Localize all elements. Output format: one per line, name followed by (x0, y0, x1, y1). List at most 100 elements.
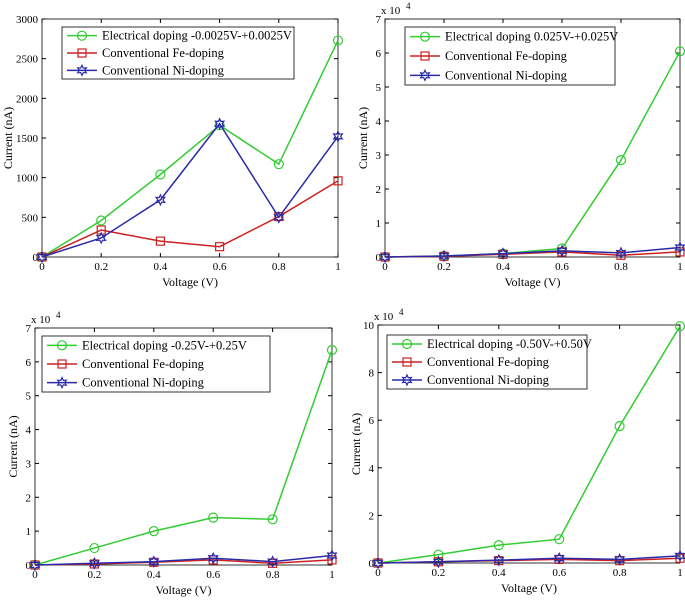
marker (148, 526, 159, 537)
x-axis-label: Voltage (V) (155, 583, 211, 597)
y-multiplier: x 10 (374, 311, 394, 323)
marker (76, 30, 88, 41)
legend-label: Electrical doping -0.25V-+0.25V (82, 338, 247, 352)
marker (207, 551, 219, 565)
marker (493, 540, 504, 551)
marker (497, 247, 509, 261)
y-tick-label: 0 (26, 560, 32, 572)
marker (332, 35, 344, 46)
marker (273, 210, 285, 224)
legend-label: Conventional Fe-doping (427, 355, 550, 369)
y-multiplier: x 10 (381, 5, 401, 17)
y-tick-label: 7 (26, 323, 32, 335)
marker (333, 176, 343, 186)
y-axis-label: Current (nA) (349, 413, 363, 475)
y-tick-label: 5 (26, 391, 32, 403)
legend-box (61, 26, 295, 80)
x-tick-label: 1 (677, 567, 683, 579)
x-tick-label: 0 (375, 567, 381, 579)
legend-box (41, 335, 271, 393)
legend-label: Conventional Ni-doping (82, 376, 205, 390)
legend: Electrical doping 0.025V-+0.025V Conventi… (404, 26, 618, 86)
legend-label: Electrical doping 0.025V-+0.025V (445, 30, 618, 44)
marker (273, 159, 284, 170)
marker (332, 130, 344, 143)
x-tick-label: 0.6 (206, 569, 220, 581)
y-tick-label: 2 (376, 184, 382, 196)
marker (420, 51, 430, 61)
y-tick-label: 500 (22, 212, 39, 224)
y-tick-label: 5 (376, 82, 382, 94)
marker (88, 556, 100, 570)
marker (401, 338, 413, 350)
marker (214, 117, 226, 131)
y-tick-label: 0 (33, 252, 39, 264)
x-tick-label: 0 (382, 261, 388, 273)
marker (267, 555, 279, 569)
marker (76, 63, 88, 77)
x-tick-label: 0.8 (613, 567, 627, 579)
series-line (34, 349, 333, 566)
y-tick-label: 2 (26, 492, 32, 504)
marker (379, 250, 391, 264)
y-tick-label: 0 (369, 558, 375, 570)
y-multiplier: x 10 (31, 314, 51, 326)
series-line (377, 555, 681, 564)
x-tick-label: 0.8 (266, 569, 280, 581)
x-tick-label: 0.8 (272, 261, 286, 273)
x-tick-label: 0.6 (213, 261, 227, 273)
legend: Electrical doping -0.0025V-+0.0025V Conve… (61, 26, 295, 80)
x-tick-label: 0 (39, 261, 45, 273)
x-axis-label: Voltage (V) (504, 275, 560, 289)
x-tick-label: 0.8 (614, 261, 628, 273)
marker (155, 169, 166, 180)
y-tick-label: 1000 (16, 173, 39, 185)
series-line (384, 246, 681, 258)
x-tick-label: 1 (677, 261, 683, 273)
legend-label: Conventional Fe-doping (82, 357, 205, 371)
legend-label: Conventional Ni-doping (445, 68, 568, 82)
y-tick-label: 0 (376, 252, 382, 264)
y-axis-label: Current (nA) (356, 107, 370, 169)
y-multiplier-exp: 4 (56, 310, 61, 320)
marker (56, 376, 68, 390)
marker (95, 231, 107, 245)
series-line (34, 554, 333, 566)
marker (36, 250, 48, 264)
series-line (41, 122, 339, 258)
x-tick-label: 1 (335, 261, 341, 273)
marker (615, 155, 627, 166)
marker (148, 555, 160, 569)
x-tick-label: 0 (32, 569, 38, 581)
y-tick-label: 1 (26, 526, 32, 538)
marker (614, 553, 626, 566)
legend-label: Conventional Ni-doping (427, 373, 550, 387)
marker (614, 421, 625, 432)
marker (556, 244, 568, 258)
y-tick-label: 2500 (16, 54, 39, 66)
y-tick-label: 3000 (16, 14, 39, 26)
marker (57, 359, 67, 369)
marker (432, 555, 444, 569)
y-tick-label: 10 (363, 320, 375, 332)
marker (29, 558, 41, 572)
marker (401, 373, 413, 387)
x-tick-label: 0.6 (552, 567, 566, 579)
y-tick-label: 4 (26, 425, 32, 437)
marker (267, 514, 278, 525)
y-tick-label: 6 (376, 48, 382, 60)
legend-label: Electrical doping -0.0025V-+0.0025V (102, 29, 292, 43)
y-tick-label: 4 (369, 463, 375, 475)
y-tick-label: 3 (26, 458, 32, 470)
x-tick-label: 0.4 (492, 567, 506, 579)
marker (674, 241, 685, 254)
y-tick-label: 6 (26, 357, 32, 369)
series-line (377, 325, 681, 564)
x-tick-label: 0.2 (432, 567, 446, 579)
x-tick-label: 0.4 (496, 261, 510, 273)
series-line (41, 180, 339, 258)
marker (615, 246, 627, 260)
